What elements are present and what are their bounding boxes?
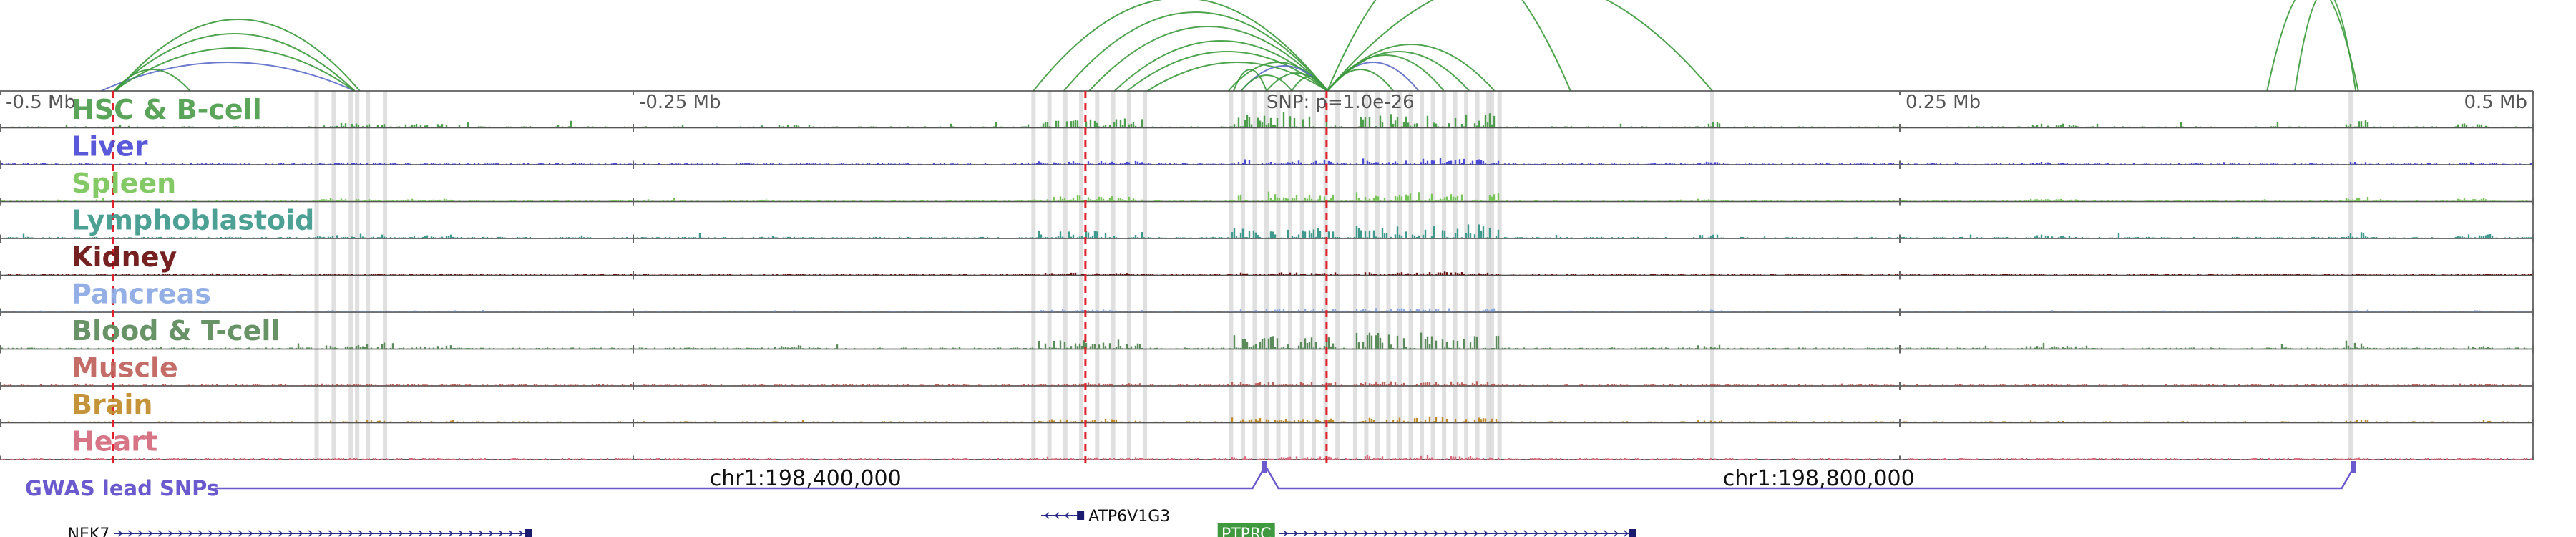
gwas-snp-marker [2351, 461, 2356, 473]
track-label-spleen: Spleen [72, 168, 176, 199]
loop-arc [113, 33, 356, 92]
track-label-blood-t-cell: Blood & T-cell [72, 315, 280, 347]
loop-arc [1240, 74, 1293, 92]
loop-arc [113, 47, 356, 92]
tick-label: -0.5 Mb [6, 92, 76, 113]
loop-arc [1266, 72, 1328, 92]
track-label-brain: Brain [72, 389, 152, 420]
signal-bars [0, 191, 2528, 202]
gene-exon [1077, 511, 1085, 520]
track-label-liver: Liver [72, 131, 148, 163]
loop-arc [1327, 0, 1713, 92]
gwas-connector [215, 468, 2354, 490]
strand-chevrons [1044, 512, 1070, 519]
gene-label-box [1217, 523, 1275, 537]
signal-tracks [0, 90, 2533, 460]
loop-arc [1291, 76, 1328, 92]
coordinate-label: chr1:198,400,000 [710, 466, 902, 491]
loop-arc [1033, 0, 1328, 92]
loop-arc [1063, 11, 1328, 92]
tick-label: -0.25 Mb [639, 92, 721, 113]
gene-name-label: NEK7 [68, 526, 110, 537]
gene-exon [1629, 529, 1636, 537]
loop-arc [1327, 44, 1496, 92]
track-label-lymphoblastoid: Lymphoblastoid [72, 205, 314, 236]
loop-arc [116, 19, 361, 92]
tick-label: 0.25 Mb [1906, 92, 1981, 113]
gene-nek7: NEK7 [68, 526, 532, 537]
loop-arc [1147, 62, 1328, 92]
gwas-snp-marker [1262, 461, 1267, 473]
loop-arc [1088, 26, 1328, 92]
track-label-heart: Heart [72, 426, 157, 458]
snp-markers [112, 91, 1328, 467]
gwas-track-label: GWAS lead SNPs [25, 476, 219, 500]
gene-name-label: ATP6V1G3 [1088, 508, 1170, 526]
track-label-hsc-b-cell: HSC & B-cell [72, 94, 262, 125]
strand-chevrons [1283, 530, 1629, 537]
track-label-kidney: Kidney [72, 241, 177, 273]
track-label-muscle: Muscle [72, 352, 178, 384]
gene-ptprc: PTPRC [1217, 523, 1636, 537]
gene-exon [525, 529, 532, 537]
gene-name-label: PTPRC [1221, 526, 1272, 537]
snp-pvalue-label: SNP: p=1.0e-26 [1267, 92, 1415, 113]
track-label-pancreas: Pancreas [72, 279, 211, 310]
signal-bars [1, 455, 2532, 460]
loop-arc [2266, 0, 2359, 92]
loop-arc [1327, 0, 1571, 92]
track-labels: HSC & B-cell Liver Spleen Lymphoblastoid Kid… [72, 94, 314, 458]
tick-label: 0.5 Mb [2464, 92, 2527, 113]
loop-arc [1233, 69, 1267, 92]
position-axis: -0.5 Mb -0.25 Mb 0.25 Mb 0.5 Mb SNP: p=1.0e-… [0, 90, 2534, 460]
gwas-track: GWAS lead SNPs chr1:198,400,000 chr1:198,8… [25, 461, 2356, 500]
signal-bars [0, 416, 2530, 423]
strand-chevrons [117, 530, 524, 537]
chromatin-loops [101, 0, 2359, 92]
track-heart [0, 422, 2533, 460]
gene-atp6v1g3: ATP6V1G3 [1040, 508, 1170, 526]
coordinate-label: chr1:198,800,000 [1723, 466, 1915, 491]
signal-bars [0, 271, 2532, 276]
gene-track: NEK7 ATP6V1G3 PTPRC [68, 508, 1636, 537]
